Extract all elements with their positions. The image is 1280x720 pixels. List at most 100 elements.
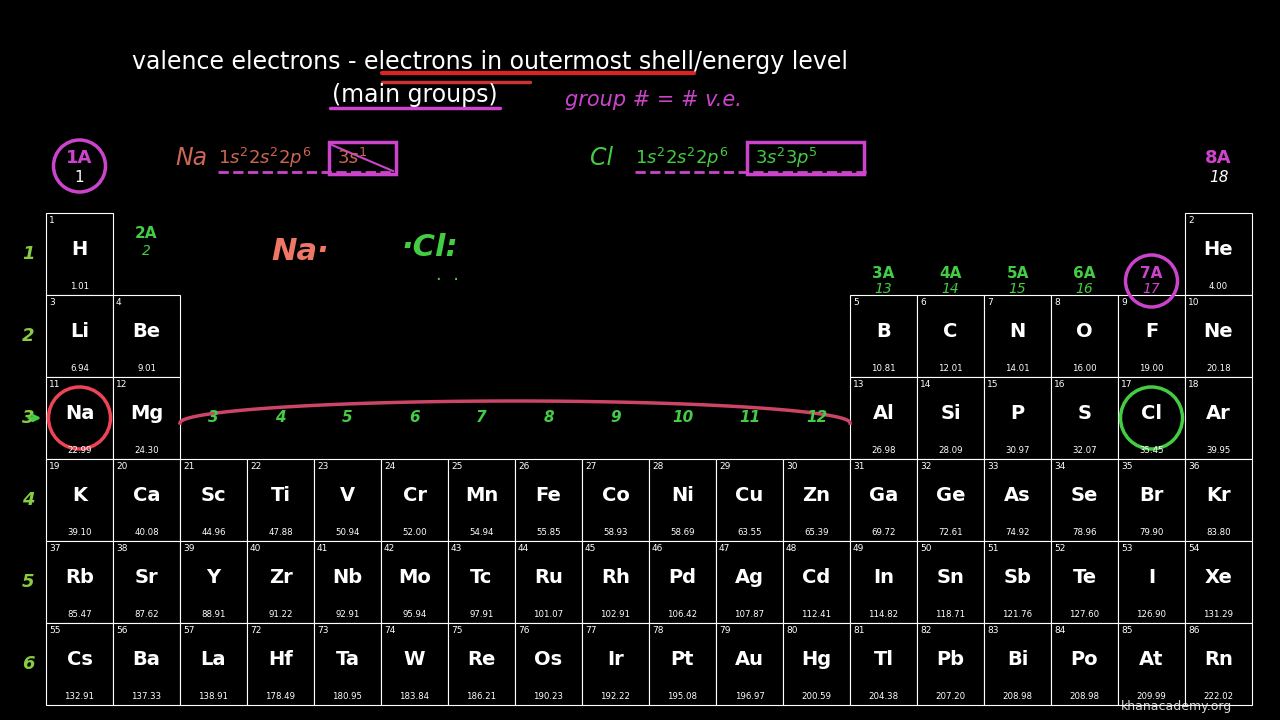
Text: Ga: Ga: [869, 487, 899, 505]
Text: 16: 16: [1075, 282, 1093, 296]
Text: 53: 53: [1121, 544, 1133, 553]
Text: 87.62: 87.62: [134, 610, 159, 619]
Bar: [716, 541, 783, 623]
Text: 24: 24: [384, 462, 396, 471]
Text: 92.91: 92.91: [335, 610, 360, 619]
Bar: [515, 623, 582, 705]
Text: 78.96: 78.96: [1073, 528, 1097, 537]
Text: F: F: [1144, 323, 1158, 341]
Text: 14.01: 14.01: [1005, 364, 1030, 373]
Text: Sb: Sb: [1004, 568, 1032, 588]
Text: 18: 18: [1188, 380, 1199, 389]
Text: 106.42: 106.42: [667, 610, 698, 619]
Text: 2: 2: [142, 244, 151, 258]
Text: 1: 1: [49, 216, 55, 225]
Text: 200.59: 200.59: [801, 692, 832, 701]
Text: 63.55: 63.55: [737, 528, 762, 537]
Text: 83: 83: [987, 626, 998, 635]
Text: $3s^{2}3p^{5}$: $3s^{2}3p^{5}$: [755, 146, 818, 170]
Bar: [1051, 459, 1117, 541]
Text: 178.49: 178.49: [265, 692, 296, 701]
Bar: [515, 459, 582, 541]
Bar: [1117, 459, 1185, 541]
Bar: [916, 623, 984, 705]
Text: 5A: 5A: [1006, 266, 1029, 281]
Text: 186.21: 186.21: [466, 692, 497, 701]
Text: 72: 72: [250, 626, 261, 635]
Bar: [850, 623, 916, 705]
Text: Ta: Ta: [335, 650, 360, 670]
Text: 209.99: 209.99: [1137, 692, 1166, 701]
Text: 22: 22: [250, 462, 261, 471]
Bar: [381, 459, 448, 541]
Text: 183.84: 183.84: [399, 692, 430, 701]
Text: 13: 13: [852, 380, 864, 389]
Bar: [916, 295, 984, 377]
Text: 10: 10: [1188, 298, 1199, 307]
Text: 3: 3: [49, 298, 55, 307]
Text: $1s^{2}2s^{2}2p^{6}$: $1s^{2}2s^{2}2p^{6}$: [635, 146, 728, 170]
Text: Si: Si: [941, 405, 961, 423]
Text: 33: 33: [987, 462, 998, 471]
Text: 11: 11: [739, 410, 760, 426]
Text: 17: 17: [1143, 282, 1161, 296]
Text: Cd: Cd: [803, 568, 831, 588]
Bar: [113, 295, 180, 377]
Text: As: As: [1005, 487, 1030, 505]
Bar: [448, 623, 515, 705]
Text: Pb: Pb: [937, 650, 965, 670]
Text: 79: 79: [719, 626, 731, 635]
Bar: [1117, 623, 1185, 705]
Text: 14: 14: [942, 282, 960, 296]
Text: 114.82: 114.82: [868, 610, 899, 619]
Text: 74.92: 74.92: [1005, 528, 1029, 537]
Bar: [180, 459, 247, 541]
Text: 44: 44: [518, 544, 529, 553]
Text: 195.08: 195.08: [667, 692, 698, 701]
Text: 97.91: 97.91: [470, 610, 494, 619]
Bar: [1185, 541, 1252, 623]
Bar: [1051, 623, 1117, 705]
Bar: [381, 623, 448, 705]
Text: Pd: Pd: [668, 568, 696, 588]
Text: Ru: Ru: [534, 568, 563, 588]
Bar: [850, 459, 916, 541]
Bar: [1117, 541, 1185, 623]
Text: Pt: Pt: [671, 650, 694, 670]
Text: 1A: 1A: [67, 149, 92, 167]
Text: 50.94: 50.94: [335, 528, 360, 537]
Bar: [916, 377, 984, 459]
Bar: [515, 541, 582, 623]
Text: 46: 46: [652, 544, 663, 553]
Text: 27: 27: [585, 462, 596, 471]
Text: 21: 21: [183, 462, 195, 471]
Text: 4A: 4A: [940, 266, 961, 281]
Text: S: S: [1078, 405, 1092, 423]
Text: 28.09: 28.09: [938, 446, 963, 455]
Text: 34: 34: [1053, 462, 1065, 471]
Text: 102.91: 102.91: [600, 610, 631, 619]
Bar: [381, 541, 448, 623]
Bar: [850, 295, 916, 377]
Bar: [1185, 213, 1252, 295]
Text: He: He: [1203, 240, 1234, 259]
Text: 5: 5: [852, 298, 859, 307]
Bar: [180, 541, 247, 623]
Text: K: K: [72, 487, 87, 505]
Text: 12: 12: [806, 410, 827, 426]
Text: Tc: Tc: [470, 568, 493, 588]
Text: $3s^{1}$: $3s^{1}$: [337, 148, 367, 168]
Text: 222.02: 222.02: [1203, 692, 1234, 701]
Text: 25: 25: [451, 462, 462, 471]
Text: 2A: 2A: [136, 225, 157, 240]
Bar: [582, 541, 649, 623]
Bar: [46, 295, 113, 377]
Text: 6.94: 6.94: [70, 364, 90, 373]
Bar: [984, 541, 1051, 623]
Text: Zr: Zr: [269, 568, 292, 588]
Text: 10: 10: [672, 410, 694, 426]
Text: Ge: Ge: [936, 487, 965, 505]
Text: Te: Te: [1073, 568, 1097, 588]
Bar: [180, 623, 247, 705]
Text: 2: 2: [1188, 216, 1194, 225]
